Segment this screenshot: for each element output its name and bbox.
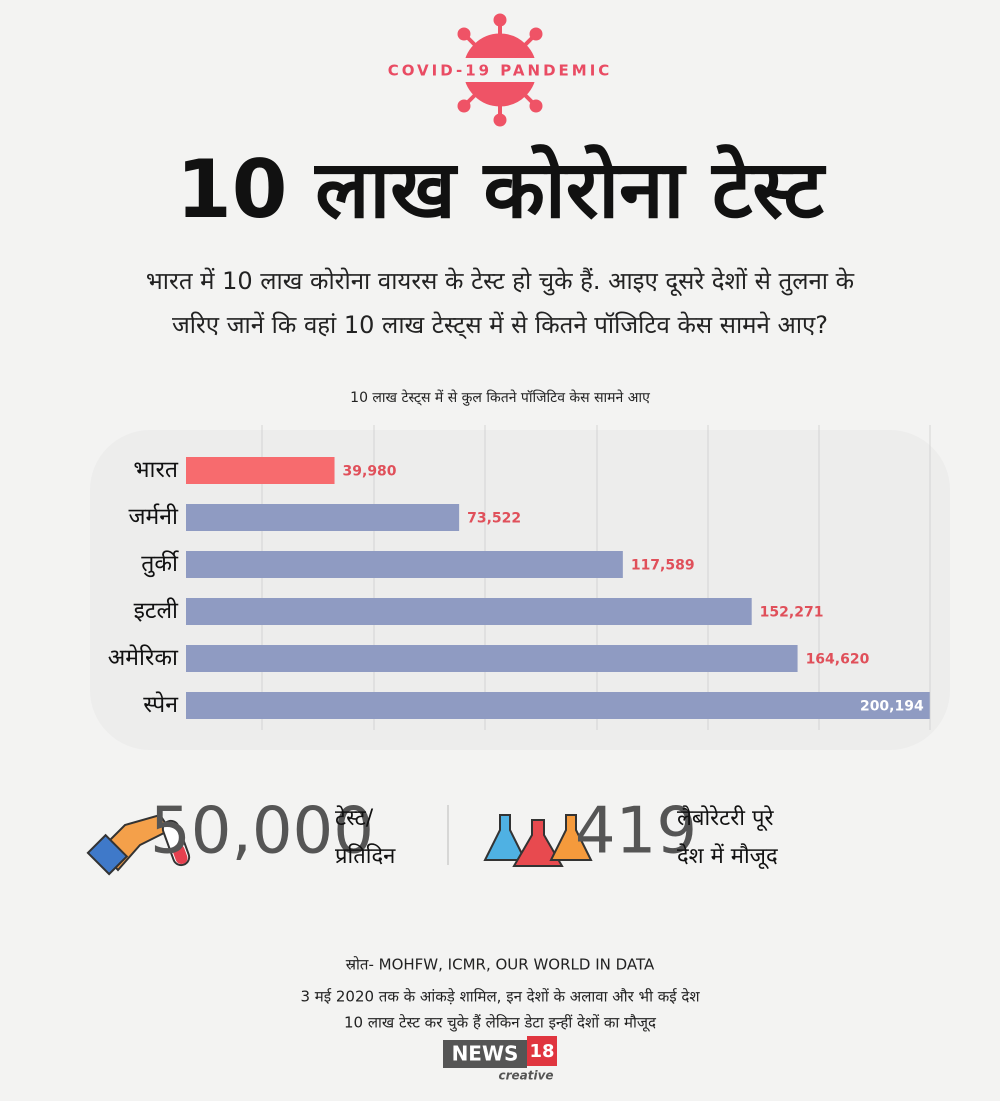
value-label: 73,522 <box>467 511 521 527</box>
bar-chart: भारत 39,980 जर्मनी 73,522 तुर्की 117,589 इटली 1… <box>108 457 930 719</box>
logo-box <box>443 1040 527 1068</box>
test-icon <box>86 813 191 876</box>
bar <box>186 504 460 531</box>
bar <box>186 598 752 625</box>
badge: COVID-19 PANDEMIC <box>388 62 613 80</box>
logo-number: 18 <box>529 1041 554 1062</box>
category-label: स्पेन <box>143 691 179 718</box>
note: 10 लाख टेस्ट कर चुके हैं लेकिन डेटा इन्ह… <box>344 1014 657 1033</box>
category-label: जर्मनी <box>128 503 179 530</box>
category-label: तुर्की <box>141 550 179 578</box>
stat-label: लैबोरेटरी पूरे <box>677 805 774 832</box>
bar <box>186 692 930 719</box>
value-label: 39,980 <box>343 464 397 480</box>
subtitle: जरिए जानें कि वहां 10 लाख टेस्ट्स में से… <box>172 311 828 340</box>
logo-box <box>527 1036 557 1066</box>
flask-icon <box>483 814 593 867</box>
subtitle: भारत में 10 लाख कोरोना वायरस के टेस्ट हो… <box>146 267 855 297</box>
title: 10 लाख कोरोना टेस्ट <box>176 143 826 236</box>
stat-label: देश में मौजूद <box>677 843 778 870</box>
chart-title: 10 लाख टेस्ट्स में से कुल कितने पॉजिटिव … <box>350 389 650 406</box>
value-label: 117,589 <box>631 558 695 574</box>
stat-label: टेस्ट/ <box>335 805 374 831</box>
stat-number: 50,000 <box>150 795 374 869</box>
note: 3 मई 2020 तक के आंकड़े शामिल, इन देशों क… <box>300 988 700 1006</box>
category-label: इटली <box>134 597 179 624</box>
bar <box>186 551 623 578</box>
value-label: 200,194 <box>860 699 924 715</box>
value-label: 164,620 <box>806 652 870 668</box>
logo-tag: creative <box>498 1069 553 1083</box>
category-label: भारत <box>133 457 179 483</box>
source: स्रोत- MOHFW, ICMR, OUR WORLD IN DATA <box>346 956 655 974</box>
bar <box>186 457 335 484</box>
badge-background <box>375 58 625 82</box>
bar <box>186 645 798 672</box>
category-label: अमेरिका <box>108 644 179 671</box>
stat-number: 419 <box>575 795 697 869</box>
stat-label: प्रतिदिन <box>335 843 396 869</box>
value-label: 152,271 <box>760 605 824 621</box>
logo-name: NEWS <box>452 1042 519 1066</box>
